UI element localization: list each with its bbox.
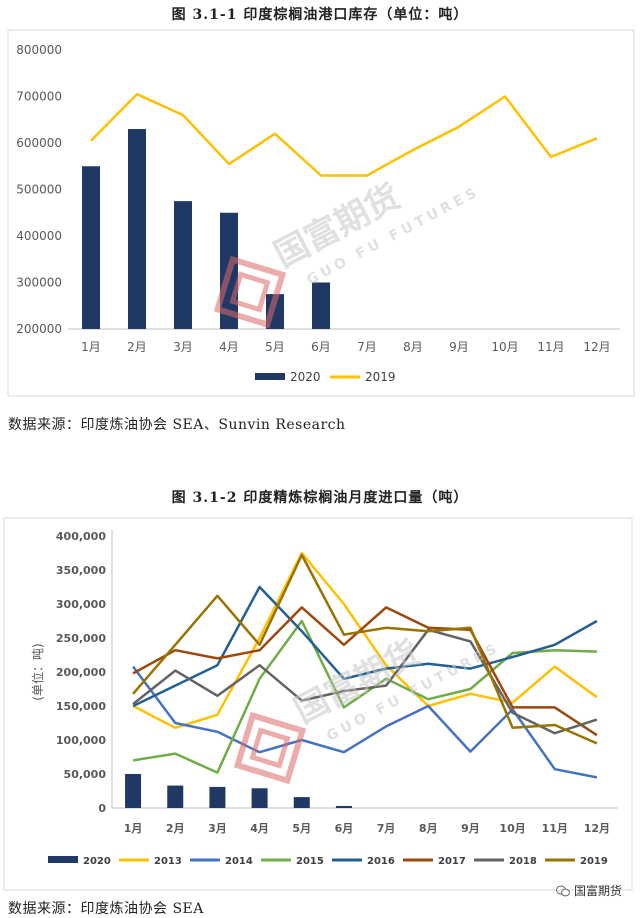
- c2-x-tick: 2月: [166, 822, 185, 835]
- c1-y-tick: 600000: [16, 136, 62, 150]
- c2-line-2016: [132, 585, 598, 708]
- c2-y-tick: 250,000: [56, 632, 106, 645]
- c1-bar-2020: [174, 201, 192, 329]
- c1-x-tick: 2月: [127, 340, 147, 354]
- legend-swatch-2020: [255, 373, 285, 380]
- chart1-frame: [7, 29, 635, 397]
- c2-bar-2020: [293, 797, 310, 808]
- c2-y-tick: 0: [98, 802, 106, 815]
- watermark-logo-icon: [213, 255, 287, 329]
- chart1-source: 数据来源：印度炼油协会 SEA、Sunvin Research: [8, 417, 346, 433]
- c2-x-tick: 1月: [124, 822, 143, 835]
- c1-y-tick: 200000: [16, 322, 62, 336]
- c2-x-tick: 10月: [499, 822, 525, 835]
- c1-y-tick: 400000: [16, 229, 62, 243]
- c2-x-tick: 8月: [419, 822, 438, 835]
- c1-x-tick: 1月: [81, 340, 101, 354]
- c1-x-tick: 8月: [403, 340, 423, 354]
- c1-bar-2020: [82, 166, 100, 329]
- c1-x-tick: 10月: [491, 340, 518, 354]
- c1-x-tick: 7月: [357, 340, 377, 354]
- chart2-frame: [3, 517, 633, 891]
- legend-label-2018: 2018: [509, 856, 537, 867]
- c2-x-tick: 3月: [208, 822, 227, 835]
- c2-bar-2020: [209, 786, 226, 808]
- chart2-source: 数据来源：印度炼油协会 SEA: [8, 901, 204, 917]
- c1-bar-2020: [312, 282, 330, 329]
- c2-x-tick: 11月: [542, 822, 568, 835]
- c1-y-tick: 500000: [16, 183, 62, 197]
- c2-line-2015: [132, 619, 597, 774]
- legend-label-2013: 2013: [154, 856, 182, 867]
- c2-y-tick: 400,000: [56, 530, 106, 543]
- c2-x-tick: 5月: [292, 822, 311, 835]
- chart2-title: 图 3.1-2 印度精炼棕榈油月度进口量（吨）: [171, 490, 469, 506]
- c2-y-tick: 50,000: [64, 768, 107, 781]
- c2-y-tick: 350,000: [56, 564, 106, 577]
- c1-y-tick: 800000: [16, 43, 62, 57]
- c2-y-tick: 200,000: [56, 666, 106, 679]
- c2-x-tick: 6月: [335, 822, 354, 835]
- c2-line-2017: [132, 606, 598, 737]
- legend-label-2017: 2017: [438, 856, 466, 867]
- c2-line-2013: [132, 551, 598, 730]
- c1-x-tick: 3月: [173, 340, 193, 354]
- c2-bar-2020: [167, 785, 184, 808]
- c2-y-tick: 150,000: [56, 700, 106, 713]
- c2-x-tick: 4月: [250, 822, 269, 835]
- c2-bar-2020: [125, 774, 142, 808]
- legend-label-2020: 2020: [290, 370, 321, 384]
- c1-y-tick: 700000: [16, 90, 62, 104]
- legend-label-2020: 2020: [83, 856, 111, 867]
- c2-y-tick: 100,000: [56, 734, 106, 747]
- c2-x-tick: 7月: [377, 822, 396, 835]
- c1-x-tick: 4月: [219, 340, 239, 354]
- brand-label: 国富期货: [573, 884, 622, 898]
- brand-badge: 国富期货: [555, 882, 622, 899]
- legend-label-2019: 2019: [580, 856, 608, 867]
- legend-label-2019: 2019: [365, 370, 396, 384]
- watermark-1: 国富期货 GUO FU FUTURES: [213, 177, 483, 329]
- c1-x-tick: 9月: [449, 340, 469, 354]
- c1-line-2019: [90, 92, 598, 177]
- c1-x-tick: 5月: [265, 340, 285, 354]
- c2-y-tick: 300,000: [56, 598, 106, 611]
- c1-x-tick: 12月: [583, 340, 610, 354]
- legend-label-2016: 2016: [367, 856, 395, 867]
- c2-x-tick: 9月: [461, 822, 480, 835]
- c2-y-label: (单位：吨): [30, 643, 45, 700]
- c2-line-2019: [132, 553, 598, 745]
- legend-label-2014: 2014: [225, 856, 253, 867]
- wechat-icon: [555, 885, 570, 896]
- watermark-logo-icon: [233, 711, 307, 785]
- c2-line-2014: [132, 665, 598, 779]
- chart1-title: 图 3.1-1 印度棕榈油港口库存（单位：吨）: [171, 7, 469, 23]
- legend-label-2015: 2015: [296, 856, 324, 867]
- c2-line-2018: [132, 628, 598, 735]
- c2-bar-2020: [335, 805, 352, 808]
- legend-swatch-2020: [48, 856, 78, 863]
- c1-y-tick: 300000: [16, 276, 62, 290]
- c1-bar-2020: [128, 129, 146, 329]
- c2-x-tick: 12月: [584, 822, 610, 835]
- c1-x-tick: 11月: [537, 340, 564, 354]
- c1-x-tick: 6月: [311, 340, 331, 354]
- c2-bar-2020: [251, 788, 268, 808]
